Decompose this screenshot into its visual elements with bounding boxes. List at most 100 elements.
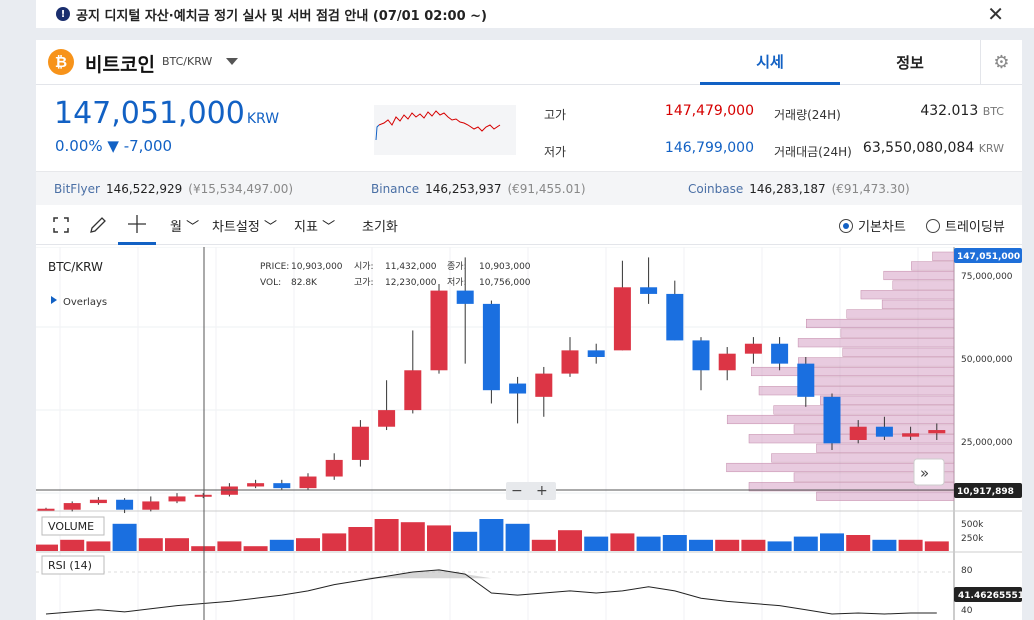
exchange-foreign-price: (€91,473.30) bbox=[831, 182, 910, 196]
candle-body bbox=[849, 426, 867, 440]
crosshair-tool[interactable] bbox=[118, 205, 156, 245]
rsi-line bbox=[45, 569, 937, 615]
volume-bar bbox=[741, 539, 766, 551]
expand-triangle-icon[interactable] bbox=[51, 296, 57, 304]
pencil-icon[interactable] bbox=[89, 216, 107, 234]
zoom-in-button[interactable]: + bbox=[536, 483, 548, 499]
price-value: 147,051,000 bbox=[54, 96, 245, 131]
y-tick-label: 25,000,000 bbox=[961, 438, 1013, 448]
candle-body bbox=[273, 483, 291, 489]
legend-low: 10,756,000 bbox=[479, 278, 531, 288]
amount-label: 거래대금(24H) bbox=[774, 145, 852, 159]
volume-label: 거래량(24H) bbox=[774, 108, 841, 122]
zoom-control-box bbox=[506, 482, 556, 500]
price-chart[interactable]: BTC/KRW Overlays PRICE: 10,903,000 시가: 1… bbox=[36, 247, 1022, 620]
volume-bar bbox=[584, 536, 609, 551]
candle-body bbox=[325, 459, 343, 477]
scroll-latest-button[interactable]: » bbox=[913, 458, 945, 486]
candle-body bbox=[404, 370, 422, 411]
candle-body bbox=[378, 410, 396, 427]
legend-open: 11,432,000 bbox=[385, 262, 437, 272]
volume-bar bbox=[374, 519, 399, 551]
exchange-name: Binance bbox=[371, 182, 420, 196]
cursor-price-label: 10,917,898 bbox=[957, 487, 1014, 497]
high-label: 고가 bbox=[544, 108, 567, 122]
period-dropdown[interactable]: 월 ﹀ bbox=[170, 216, 199, 235]
volume-tick-label: 500k bbox=[961, 520, 984, 530]
last-price-badge bbox=[954, 248, 1022, 263]
volume-profile-bar bbox=[860, 290, 955, 300]
ohlc-legend: PRICE: 10,903,000 시가: 11,432,000 종가: 10,… bbox=[260, 261, 531, 288]
trading-view-label: 트레이딩뷰 bbox=[945, 220, 1005, 235]
legend-open-label: 시가: bbox=[354, 261, 374, 272]
tab-price[interactable]: 시세 bbox=[700, 40, 840, 85]
volume-bar bbox=[872, 539, 897, 551]
chart-settings-dropdown[interactable]: 차트설정 ﹀ bbox=[212, 216, 277, 235]
volume-bar bbox=[165, 538, 189, 551]
candle-body bbox=[168, 496, 186, 502]
gear-icon[interactable]: ⚙ bbox=[980, 40, 1022, 85]
y-tick-label: 50,000,000 bbox=[961, 355, 1013, 365]
volume-bar bbox=[793, 536, 818, 551]
low-label: 저가 bbox=[544, 145, 567, 159]
volume-profile-bar bbox=[816, 443, 955, 453]
exchange-prices: BitFlyer 146,522,929 (¥15,534,497.00) Bina… bbox=[36, 171, 1022, 205]
price-unit: KRW bbox=[246, 111, 280, 127]
candle-body bbox=[482, 303, 500, 391]
trading-view-radio[interactable]: 트레이딩뷰 bbox=[926, 216, 1005, 235]
volume-profile-bar bbox=[892, 280, 955, 290]
volume-bar bbox=[715, 539, 740, 551]
exchange-foreign-price: (¥15,534,497.00) bbox=[188, 182, 294, 196]
chevron-down-icon: ﹀ bbox=[186, 220, 200, 235]
indicators-dropdown[interactable]: 지표 ﹀ bbox=[294, 216, 335, 235]
high-value: 147,479,000 bbox=[664, 103, 754, 119]
fullscreen-icon[interactable] bbox=[53, 217, 69, 233]
volume-profile-bar bbox=[883, 270, 955, 281]
volume-profile-bar bbox=[793, 424, 955, 434]
overlays-label[interactable]: Overlays bbox=[63, 297, 107, 308]
sparkline bbox=[374, 105, 516, 155]
legend-close: 10,903,000 bbox=[479, 262, 531, 272]
chevron-down-icon[interactable] bbox=[226, 58, 238, 65]
candle-body bbox=[194, 494, 212, 497]
volume-bars bbox=[36, 519, 949, 551]
exchange-bitflyer: BitFlyer 146,522,929 (¥15,534,497.00) bbox=[54, 182, 293, 196]
scroll-latest-box bbox=[913, 458, 945, 486]
legend-low-label: 저가: bbox=[447, 277, 467, 288]
rsi-label-box bbox=[41, 555, 105, 575]
volume-bar bbox=[217, 541, 242, 551]
notice-text[interactable]: 공지 디지털 자산·예치금 정기 실사 및 서버 점검 안내 (07/01 02… bbox=[76, 8, 487, 24]
rsi-tick-label: 40 bbox=[961, 606, 973, 616]
volume-profile-bar bbox=[806, 318, 955, 329]
rsi-pane bbox=[36, 569, 954, 615]
low-value: 146,799,000 bbox=[664, 140, 754, 156]
volume-bar bbox=[689, 539, 713, 551]
reset-button[interactable]: 초기화 bbox=[362, 220, 398, 235]
basic-chart-radio[interactable]: 기본차트 bbox=[839, 216, 906, 235]
exchange-name: BitFlyer bbox=[54, 182, 100, 196]
volume-bar bbox=[138, 538, 163, 551]
amount-unit: KRW bbox=[978, 142, 1004, 155]
notice-bar[interactable]: ! 공지 디지털 자산·예치금 정기 실사 및 서버 점검 안내 (07/01 … bbox=[36, 0, 1034, 28]
volume-bar bbox=[610, 533, 635, 551]
close-icon[interactable]: ✕ bbox=[987, 2, 1004, 26]
candle-body bbox=[142, 501, 160, 510]
volume-bar bbox=[296, 538, 320, 551]
volume-bar bbox=[924, 541, 949, 551]
volume-profile-bar bbox=[771, 453, 955, 463]
rsi-tick-label: 80 bbox=[961, 566, 973, 576]
exchange-price: 146,522,929 bbox=[105, 182, 183, 196]
exchange-foreign-price: (€91,455.01) bbox=[507, 182, 586, 196]
tab-info[interactable]: 정보 bbox=[896, 54, 924, 72]
candle-body bbox=[744, 343, 762, 354]
volume-bar bbox=[400, 522, 425, 551]
candle-body bbox=[666, 293, 684, 341]
volume-bar bbox=[86, 541, 111, 551]
chevron-down-icon: ﹀ bbox=[263, 220, 277, 235]
volume-profile-bar bbox=[816, 491, 955, 501]
zoom-out-button[interactable]: − bbox=[511, 483, 523, 499]
volume-profile-bar bbox=[820, 395, 955, 405]
volume-bar bbox=[531, 539, 556, 551]
volume-bar bbox=[36, 544, 58, 551]
candle-body bbox=[718, 353, 736, 371]
